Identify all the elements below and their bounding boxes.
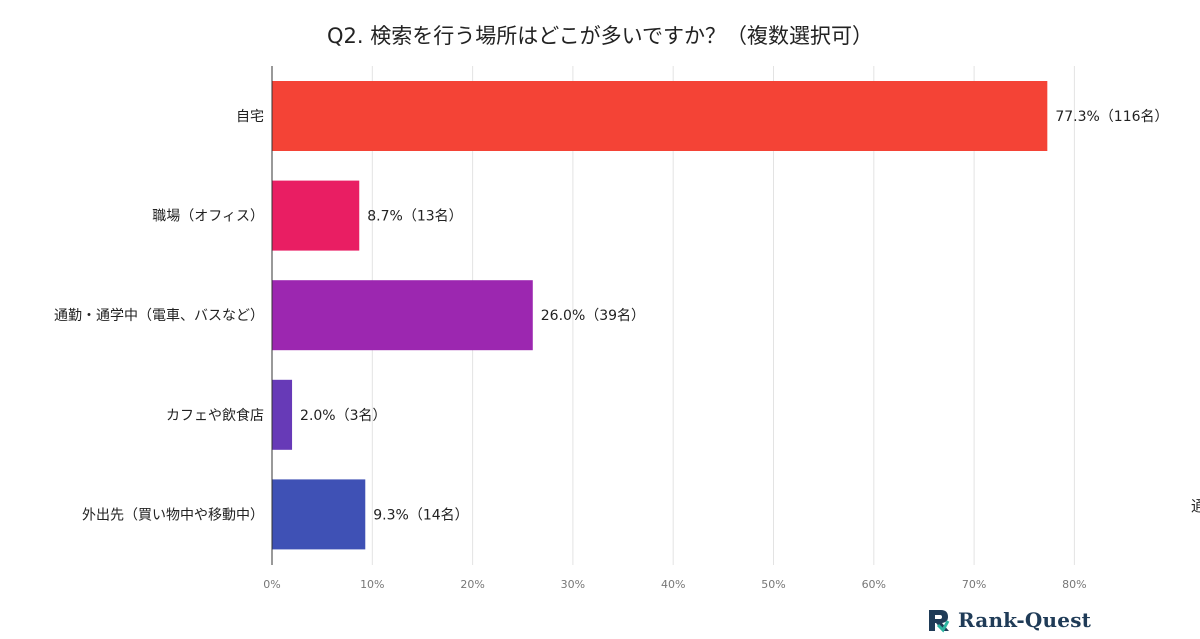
bar bbox=[272, 180, 360, 251]
x-tick-label: 40% bbox=[661, 578, 685, 591]
data-label: 26.0%（39名） bbox=[541, 308, 645, 324]
x-axis-ticks: 0% 10% 20% 30% 40% 50% 60% 70% 80% bbox=[263, 578, 1086, 591]
x-tick-label: 60% bbox=[862, 578, 886, 591]
x-tick-label: 30% bbox=[561, 578, 585, 591]
bars: 自宅 77.3%（116名） 職場（オフィス） 8.7%（13名） 通勤・通学中（電車、… bbox=[54, 81, 1169, 550]
category-label: 自宅 bbox=[236, 109, 264, 125]
data-label: 2.0%（3名） bbox=[300, 408, 386, 424]
data-label: 8.7%（13名） bbox=[367, 209, 462, 225]
category-label: 外出先（買い物中や移動中） bbox=[82, 507, 264, 523]
x-tick-label: 80% bbox=[1062, 578, 1086, 591]
x-tick-label: 0% bbox=[263, 578, 280, 591]
bar bbox=[272, 479, 366, 550]
cropped-edge-text: 通 bbox=[1190, 497, 1200, 515]
data-label: 77.3%（116名） bbox=[1055, 109, 1168, 125]
category-label: 職場（オフィス） bbox=[152, 209, 264, 225]
category-label: 通勤・通学中（電車、バスなど） bbox=[54, 307, 264, 324]
bar bbox=[272, 379, 293, 450]
x-tick-label: 50% bbox=[761, 578, 785, 591]
bar bbox=[272, 280, 533, 351]
x-tick-label: 70% bbox=[962, 578, 986, 591]
logo-text: Rank-Quest bbox=[958, 608, 1092, 632]
category-label: カフェや飲食店 bbox=[166, 407, 264, 424]
x-tick-label: 20% bbox=[460, 578, 484, 591]
rank-quest-logo-icon bbox=[929, 610, 950, 633]
brand-logo: Rank-Quest bbox=[926, 606, 1091, 634]
chart-title: Q2. 検索を行う場所はどこが多いですか？（複数選択可） bbox=[327, 24, 873, 48]
x-tick-label: 10% bbox=[360, 578, 384, 591]
data-label: 9.3%（14名） bbox=[373, 507, 468, 523]
bar bbox=[272, 81, 1048, 151]
